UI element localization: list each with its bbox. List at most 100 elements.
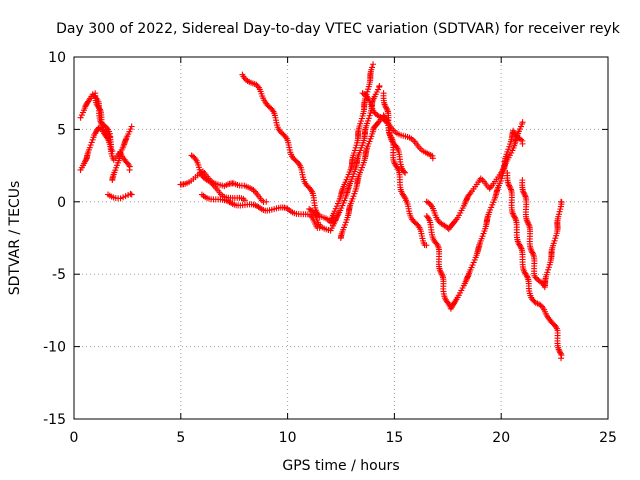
- x-tick-label: 5: [176, 430, 185, 446]
- data-point: [525, 220, 532, 227]
- data-point: [126, 166, 133, 173]
- y-tick-label: 0: [57, 195, 66, 211]
- data-point: [351, 147, 358, 154]
- data-point: [556, 347, 563, 354]
- data-point: [521, 190, 528, 197]
- data-point: [382, 102, 389, 109]
- data-point: [504, 148, 511, 155]
- data-point: [521, 192, 528, 199]
- data-point: [448, 304, 455, 311]
- data-point: [85, 98, 92, 105]
- data-point: [401, 194, 408, 201]
- x-tick-label: 25: [599, 430, 617, 446]
- plot-frame: [73, 56, 609, 420]
- y-tick-label: -5: [52, 267, 66, 283]
- data-point: [423, 242, 430, 249]
- data-point: [552, 322, 559, 329]
- axis-ticks: 0 5 10 15 20 25 -15 -10 -5 0 5 10: [43, 50, 617, 446]
- series-track-17: [519, 177, 565, 291]
- data-point: [382, 104, 389, 111]
- data-point: [511, 214, 518, 221]
- data-point: [357, 120, 364, 127]
- data-point: [517, 123, 524, 130]
- series-track-16: [504, 169, 565, 362]
- data-point: [505, 146, 512, 153]
- data-point: [498, 175, 505, 182]
- y-tick-label: -10: [43, 340, 66, 356]
- data-point: [462, 199, 469, 206]
- data-point: [470, 259, 477, 266]
- data-point: [358, 144, 365, 151]
- data-point: [127, 126, 134, 133]
- data-point: [96, 105, 103, 112]
- data-point: [558, 198, 565, 205]
- data-point: [499, 166, 506, 173]
- series-track-9: [239, 61, 377, 226]
- data-point: [128, 123, 135, 130]
- data-point: [552, 235, 559, 242]
- data-point: [332, 205, 339, 212]
- data-point: [507, 185, 514, 192]
- data-point: [555, 211, 562, 218]
- data-point: [358, 164, 365, 171]
- data-point: [469, 262, 476, 269]
- series-track-4: [105, 190, 135, 202]
- data-point: [358, 118, 365, 125]
- x-tick-label: 20: [492, 430, 510, 446]
- data-point: [383, 105, 390, 112]
- data-point: [88, 139, 95, 146]
- data-point: [435, 218, 442, 225]
- data-point: [387, 133, 394, 140]
- data-point: [488, 204, 495, 211]
- data-point: [340, 199, 347, 206]
- data-point: [506, 182, 513, 189]
- data-point: [402, 169, 409, 176]
- data-point: [190, 153, 197, 160]
- data-point: [523, 217, 530, 224]
- y-axis-label: SDTVAR / TECUs: [7, 181, 23, 296]
- data-point: [357, 167, 364, 174]
- data-point: [517, 242, 524, 249]
- series-track-5: [109, 148, 133, 184]
- data-point: [127, 190, 134, 197]
- data-marks: [77, 61, 565, 362]
- data-point: [344, 174, 351, 181]
- data-point: [364, 117, 371, 124]
- data-point: [517, 244, 524, 251]
- data-point: [81, 158, 88, 165]
- data-point: [366, 138, 373, 145]
- data-point: [333, 203, 340, 210]
- data-point: [528, 248, 535, 255]
- data-point: [556, 208, 563, 215]
- data-point: [557, 349, 564, 356]
- data-point: [368, 64, 375, 71]
- data-point: [352, 144, 359, 151]
- x-tick-label: 0: [70, 430, 79, 446]
- data-point: [519, 140, 526, 147]
- data-point: [191, 154, 198, 161]
- data-point: [349, 173, 356, 180]
- data-point: [524, 273, 531, 280]
- x-tick-label: 15: [385, 430, 403, 446]
- data-point: [529, 250, 536, 257]
- data-point: [551, 237, 558, 244]
- data-point: [358, 115, 365, 122]
- data-point: [122, 136, 129, 143]
- x-tick-label: 10: [279, 430, 297, 446]
- data-point: [506, 183, 513, 190]
- chart-title: Day 300 of 2022, Sidereal Day-to-day VTE…: [56, 21, 621, 37]
- data-point: [77, 114, 84, 121]
- data-point: [501, 162, 508, 169]
- x-axis-label: GPS time / hours: [282, 458, 399, 474]
- series-track-15: [423, 119, 526, 233]
- data-point: [343, 176, 350, 183]
- data-point: [520, 189, 527, 196]
- data-point: [333, 213, 340, 220]
- y-tick-label: -15: [43, 412, 66, 428]
- data-point: [464, 273, 471, 280]
- data-point: [511, 213, 518, 220]
- data-point: [529, 249, 536, 256]
- data-point: [376, 82, 383, 89]
- data-point: [367, 135, 374, 142]
